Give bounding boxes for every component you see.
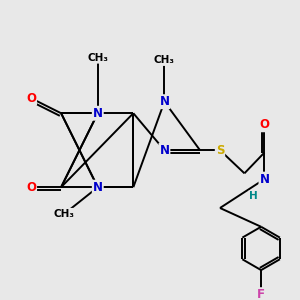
Text: CH₃: CH₃	[87, 53, 108, 63]
Text: N: N	[159, 95, 170, 108]
Text: H: H	[249, 191, 258, 201]
Text: O: O	[26, 181, 36, 194]
Text: O: O	[260, 118, 269, 131]
Text: N: N	[159, 144, 170, 157]
Text: N: N	[260, 172, 269, 186]
Text: O: O	[26, 92, 36, 105]
Text: S: S	[216, 144, 224, 157]
Text: F: F	[257, 288, 265, 300]
Text: CH₃: CH₃	[54, 209, 75, 219]
Text: CH₃: CH₃	[154, 55, 175, 65]
Text: N: N	[93, 107, 103, 120]
Text: N: N	[93, 181, 103, 194]
